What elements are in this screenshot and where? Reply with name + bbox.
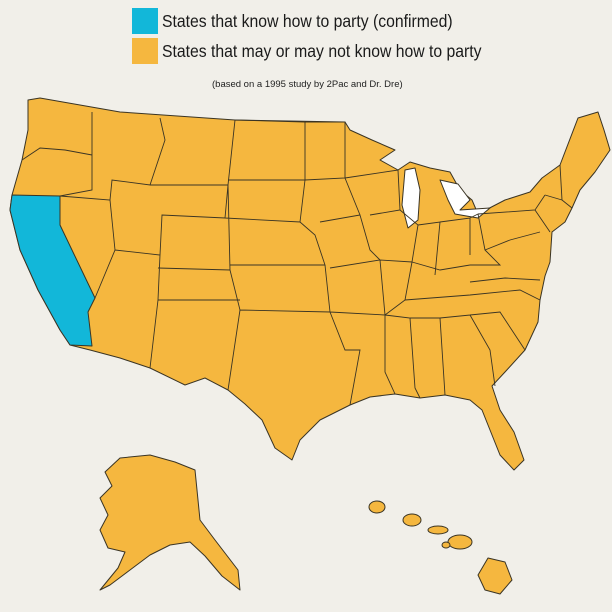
hawaii-island-molokai xyxy=(427,525,449,535)
legend-label: States that may or may not know how to p… xyxy=(162,40,482,61)
hawaii-island-maui xyxy=(447,534,473,550)
contiguous-us-region xyxy=(9,97,611,471)
lake-michigan xyxy=(401,167,421,229)
hawaii-island-kauai xyxy=(368,500,386,514)
hawaii-island-lanai xyxy=(441,541,451,549)
lake-erie-huron xyxy=(439,179,491,219)
alaska-state xyxy=(99,454,241,591)
hawaii-island-oahu xyxy=(402,513,422,527)
hawaii-island-big-island xyxy=(477,557,513,595)
legend-swatch-blue xyxy=(132,8,158,34)
source-note: (based on a 1995 study by 2Pac and Dr. D… xyxy=(212,79,403,90)
legend-swatch-orange xyxy=(132,38,158,64)
legend: States that know how to party (confirmed… xyxy=(132,6,517,66)
legend-label: States that know how to party (confirmed… xyxy=(162,10,453,31)
state-borders xyxy=(21,112,573,406)
california-state xyxy=(9,194,96,347)
legend-item-party-confirmed: States that know how to party (confirmed… xyxy=(132,6,517,36)
legend-item-party-maybe: States that may or may not know how to p… xyxy=(132,36,517,66)
hawaii-islands xyxy=(368,500,513,595)
